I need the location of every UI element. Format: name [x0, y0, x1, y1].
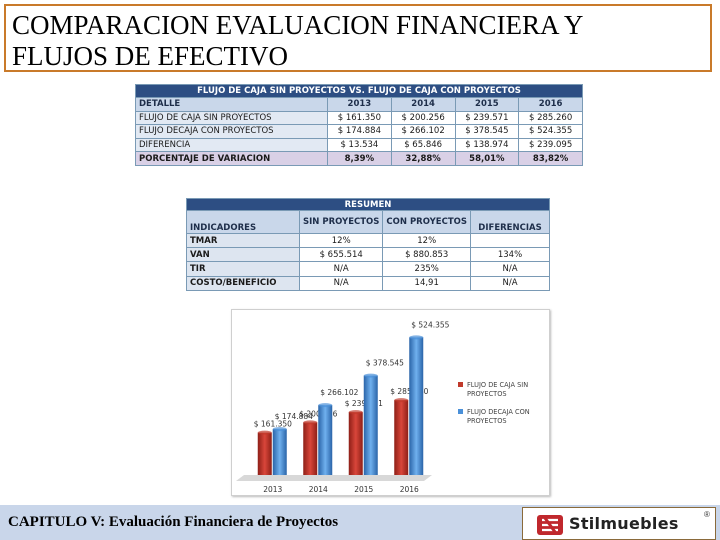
row-label: TIR [186, 261, 300, 277]
chart-bar-top [257, 430, 272, 435]
table-cell: 8,39% [327, 151, 392, 166]
row-label: PORCENTAJE DE VARIACION [135, 151, 328, 166]
table-row: DIFERENCIA $ 13.534 $ 65.846 $ 138.974 $… [135, 137, 583, 153]
table-header-cell: 2015 [454, 97, 520, 112]
table-cell: N/A [298, 275, 384, 291]
table-cell: N/A [298, 261, 384, 277]
chart-x-tick-label: 2014 [309, 485, 328, 494]
chart-bar [394, 400, 409, 475]
chart-bar-top [394, 398, 409, 403]
legend-entry: FLUJO DE CAJA SIN PROYECTOS [467, 381, 528, 398]
row-label: FLUJO DE CAJA SIN PROYECTOS [135, 110, 328, 126]
table-cell: N/A [470, 261, 550, 277]
chart-data-label: $ 161.350 [254, 420, 292, 429]
table-header-cell: 2016 [518, 97, 583, 112]
page-title: COMPARACION EVALUACION FINANCIERA Y FLUJ… [12, 10, 583, 72]
chart-x-tick-label: 2015 [354, 485, 373, 494]
title-line-1: COMPARACION EVALUACION FINANCIERA Y [12, 10, 584, 40]
chart-x-tick-label: 2016 [400, 485, 419, 494]
chart-floor [236, 475, 432, 481]
chart-bar [348, 412, 363, 475]
table-cell: 235% [382, 261, 471, 277]
logo-text: Stilmuebles [569, 514, 679, 533]
chart-bar [318, 405, 333, 475]
cashflow-table-caption: FLUJO DE CAJA SIN PROYECTOS VS. FLUJO DE… [135, 84, 583, 98]
cashflow-table: FLUJO DE CAJA SIN PROYECTOS VS. FLUJO DE… [135, 84, 583, 166]
title-line-2: FLUJOS DE EFECTIVO [12, 41, 289, 71]
legend-entry: FLUJO DECAJA CON PROYECTOS [467, 408, 530, 425]
row-label: VAN [186, 247, 300, 263]
table-cell: 14,91 [382, 275, 471, 291]
table-cell: $ 285.260 [518, 110, 583, 126]
logo-registered-mark: ® [704, 510, 710, 519]
table-row: COSTO/BENEFICIO N/A 14,91 N/A [186, 275, 550, 291]
row-label: TMAR [186, 232, 300, 249]
table-row: VAN $ 655.514 $ 880.853 134% [186, 247, 550, 263]
table-row: TMAR 12% 12% [186, 232, 550, 249]
table-cell: $ 13.534 [327, 137, 392, 153]
chart-bar [363, 375, 378, 475]
chart-bar-top [409, 335, 424, 340]
table-header-cell: SIN PROYECTOS [298, 210, 384, 234]
row-label: FLUJO DECAJA CON PROYECTOS [135, 124, 328, 139]
chart-x-tick-label: 2013 [263, 485, 282, 494]
legend-swatch [458, 409, 463, 414]
summary-table-caption: RESUMEN [186, 198, 550, 211]
company-logo: Stilmuebles ® [522, 507, 716, 540]
table-cell: 83,82% [518, 151, 583, 166]
table-cell [470, 232, 550, 249]
table-cell: $ 239.095 [518, 137, 583, 153]
row-label: COSTO/BENEFICIO [186, 275, 300, 291]
table-cell: $ 161.350 [327, 110, 392, 126]
title-box: COMPARACION EVALUACION FINANCIERA Y FLUJ… [4, 4, 712, 72]
chart-bar-top [348, 410, 363, 415]
table-cell: 12% [382, 232, 471, 249]
table-cell: 134% [470, 247, 550, 263]
table-row: PORCENTAJE DE VARIACION 8,39% 32,88% 58,… [135, 151, 583, 166]
row-label: DIFERENCIA [135, 137, 328, 153]
table-row: FLUJO DECAJA CON PROYECTOS $ 174.884 $ 2… [135, 124, 583, 139]
chart-bar [257, 432, 272, 475]
table-header-cell: DETALLE [135, 97, 328, 112]
table-header-cell: 2013 [327, 97, 392, 112]
table-cell: $ 378.545 [454, 124, 520, 139]
table-cell: $ 655.514 [298, 247, 384, 263]
table-cell: $ 239.571 [454, 110, 520, 126]
chart-data-label: $ 174.884 [275, 412, 313, 421]
chart-bar [409, 337, 424, 475]
table-cell: 12% [298, 232, 384, 249]
table-cell: $ 174.884 [327, 124, 392, 139]
chart-data-label: $ 266.102 [320, 388, 358, 397]
table-cell: 58,01% [454, 151, 520, 166]
table-header-cell: DIFERENCIAS [470, 210, 550, 234]
table-cell: $ 65.846 [390, 137, 456, 153]
table-cell: $ 200.256 [390, 110, 456, 126]
footer-text: CAPITULO V: Evaluación Financiera de Pro… [8, 514, 339, 530]
table-header-cell: INDICADORES [186, 210, 300, 234]
summary-table: RESUMEN INDICADORES SIN PROYECTOS CON PR… [186, 198, 550, 291]
table-cell: $ 524.355 [518, 124, 583, 139]
chart-bar-top [318, 403, 333, 408]
chart-bar [303, 422, 318, 475]
legend-swatch [458, 382, 463, 387]
table-cell: N/A [470, 275, 550, 291]
chart-bar-top [303, 420, 318, 425]
table-cell: 32,88% [390, 151, 456, 166]
chart-bar-top [272, 427, 287, 432]
chart-data-label: $ 378.545 [366, 359, 404, 368]
table-cell: $ 138.974 [454, 137, 520, 153]
table-row: TIR N/A 235% N/A [186, 261, 550, 277]
table-row: FLUJO DE CAJA SIN PROYECTOS $ 161.350 $ … [135, 110, 583, 126]
table-cell: $ 880.853 [382, 247, 471, 263]
logo-mark-icon [537, 515, 563, 535]
chart-bar [272, 429, 287, 475]
chart-data-label: $ 524.355 [411, 320, 449, 329]
table-cell: $ 266.102 [390, 124, 456, 139]
chart-bar-top [363, 373, 378, 378]
table-header-cell: 2014 [390, 97, 456, 112]
table-header-cell: CON PROYECTOS [382, 210, 471, 234]
